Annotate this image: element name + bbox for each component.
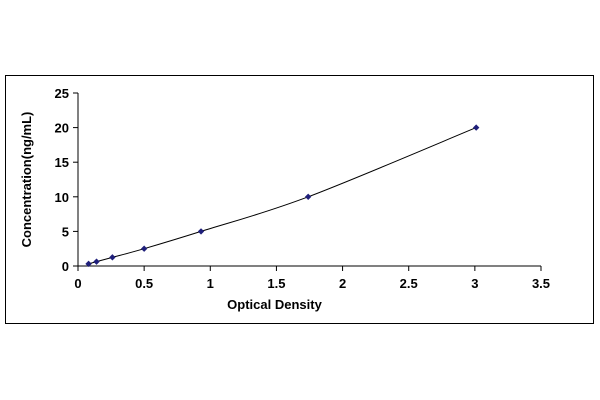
data-point <box>93 258 100 265</box>
x-tick-label: 1 <box>207 276 214 291</box>
x-axis-title: Optical Density <box>227 297 322 312</box>
chart-frame: 0 5 10 15 20 25 0 0.5 1 1.5 2 2.5 3 3.5 Optical Dens… <box>5 75 594 324</box>
y-tick-label: 10 <box>55 190 69 205</box>
y-tick-label: 20 <box>55 121 69 136</box>
data-point <box>197 228 205 235</box>
data-markers <box>85 124 480 268</box>
y-tick-label: 0 <box>62 259 69 274</box>
y-tick-label: 5 <box>62 224 69 239</box>
x-tick-label: 2.5 <box>400 276 418 291</box>
fit-curve <box>88 127 477 265</box>
x-tick-label: 1.5 <box>267 276 285 291</box>
x-tick-label: 0 <box>74 276 81 291</box>
data-point <box>85 260 92 268</box>
data-point <box>140 245 148 252</box>
x-tick-label: 3.5 <box>532 276 550 291</box>
data-point <box>304 193 312 200</box>
y-ticks: 0 5 10 15 20 25 <box>55 86 78 274</box>
chart-svg: 0 5 10 15 20 25 0 0.5 1 1.5 2 2.5 3 3.5 Optical Dens… <box>19 86 551 312</box>
data-point <box>109 254 116 261</box>
plot-area: 0 5 10 15 20 25 0 0.5 1 1.5 2 2.5 3 3.5 <box>55 86 551 291</box>
y-tick-label: 25 <box>55 86 69 101</box>
x-tick-label: 2 <box>339 276 346 291</box>
x-tick-label: 0.5 <box>135 276 153 291</box>
y-axis-title: Concentration(ng/mL) <box>19 112 34 248</box>
y-tick-label: 15 <box>55 155 69 170</box>
data-point <box>472 124 480 131</box>
x-tick-label: 3 <box>471 276 478 291</box>
x-ticks: 0 0.5 1 1.5 2 2.5 3 3.5 <box>74 266 550 291</box>
